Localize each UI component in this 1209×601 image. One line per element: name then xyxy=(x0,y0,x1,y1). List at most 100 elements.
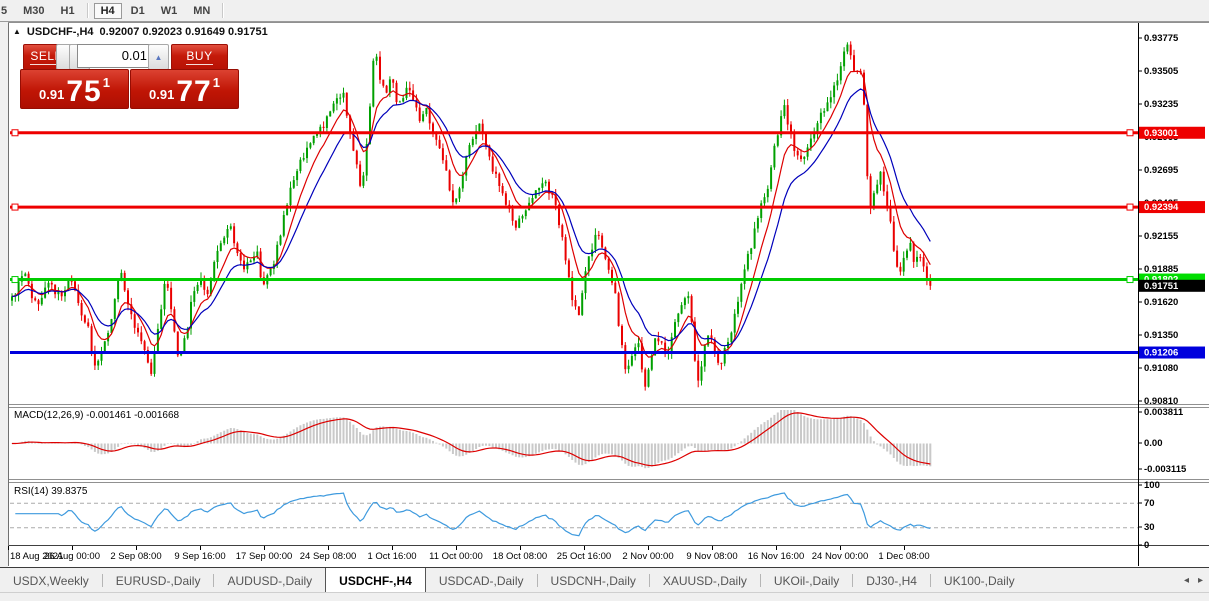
tab-eurusd-daily[interactable]: EURUSD-,Daily xyxy=(115,573,201,588)
time-tick-label: 24 Sep 08:00 xyxy=(300,551,357,562)
price-badge-label: 0.91751 xyxy=(1144,281,1179,292)
tab-scroll-arrows: ◂ ▸ xyxy=(1184,568,1209,593)
tab-usdcnh-daily[interactable]: USDCNH-,Daily xyxy=(550,573,636,588)
price-tick-label: 0.91080 xyxy=(1144,363,1178,374)
macd-histogram xyxy=(11,410,932,469)
time-tick-label: 2 Sep 08:00 xyxy=(110,551,161,562)
timeframe-button-w1[interactable]: W1 xyxy=(160,4,178,17)
tab-scroll-right-icon[interactable]: ▸ xyxy=(1197,575,1203,586)
price-badge-label: 0.91206 xyxy=(1144,348,1178,359)
time-tick-label: 25 Oct 16:00 xyxy=(557,551,611,562)
sell-price-sup: 1 xyxy=(102,75,110,90)
rsi-tick-label: 100 xyxy=(1144,480,1160,491)
main-chart-canvas[interactable]: 0.937750.935050.932350.929650.926950.924… xyxy=(8,22,1209,567)
level-line-handle[interactable] xyxy=(11,129,19,137)
time-tick-label: 9 Sep 16:00 xyxy=(174,551,225,562)
tab-separator xyxy=(852,574,854,587)
collapse-triangle-icon[interactable]: ▲ xyxy=(13,26,21,36)
rsi-tick-label: 30 xyxy=(1144,522,1155,533)
price-badge-label: 0.93001 xyxy=(1144,128,1179,139)
price-tick-label: 0.93235 xyxy=(1144,99,1179,110)
price-tick-label: 0.92155 xyxy=(1144,231,1179,242)
statusbar-filler xyxy=(0,592,1209,601)
level-line-handle[interactable] xyxy=(1126,129,1134,137)
timeframe-button-5[interactable]: 5 xyxy=(1,4,8,17)
volume-input[interactable]: 0.01 xyxy=(77,44,152,68)
price-tick-label: 0.93505 xyxy=(1144,66,1179,77)
price-badge-label: 0.92394 xyxy=(1144,202,1179,213)
level-line-handle[interactable] xyxy=(11,276,19,284)
tab-separator xyxy=(101,574,103,587)
price-badge xyxy=(1139,126,1205,139)
timeframe-button-h4[interactable]: H4 xyxy=(93,2,122,19)
tab-uk100-daily[interactable]: UK100-,Daily xyxy=(943,573,1015,588)
level-line-handle[interactable] xyxy=(1126,203,1134,211)
time-tick-label: 17 Sep 00:00 xyxy=(236,551,293,562)
timeframe-button-h1[interactable]: H1 xyxy=(60,4,75,17)
tab-audusd-daily[interactable]: AUDUSD-,Daily xyxy=(227,573,313,588)
tab-separator xyxy=(929,574,931,587)
time-tick-label: 26 Aug 00:00 xyxy=(44,551,100,562)
sell-price-small: 0.91 xyxy=(39,87,65,102)
tab-scroll-left-icon[interactable]: ◂ xyxy=(1183,575,1189,586)
candlestick-series xyxy=(11,41,932,391)
buy-button[interactable]: BUY xyxy=(171,44,228,70)
time-tick-label: 9 Nov 08:00 xyxy=(686,551,737,562)
tab-dj30-h4[interactable]: DJ30-,H4 xyxy=(866,573,917,588)
timeframe-toolbar: 5 M30 H1 H4 D1 W1 MN xyxy=(0,0,1209,22)
buy-price-box[interactable]: 0.91 77 1 xyxy=(130,69,239,109)
price-tick-label: 0.91885 xyxy=(1144,264,1179,275)
macd-tick-label: 0.00 xyxy=(1144,438,1163,449)
time-tick-label: 16 Nov 16:00 xyxy=(748,551,805,562)
level-line-handle[interactable] xyxy=(1126,276,1134,284)
ma-slow-line xyxy=(11,88,931,347)
price-tick-label: 0.90810 xyxy=(1144,396,1178,407)
time-tick-label: 2 Nov 00:00 xyxy=(622,551,673,562)
chart-window: 0.937750.935050.932350.929650.926950.924… xyxy=(8,22,1209,567)
tab-separator xyxy=(213,574,215,587)
macd-signal-line xyxy=(12,412,931,467)
ma-fast-line xyxy=(11,70,931,358)
macd-tick-label: -0.003115 xyxy=(1144,464,1187,475)
time-tick-label: 1 Dec 08:00 xyxy=(878,551,929,562)
tab-ukoil-daily[interactable]: UKOil-,Daily xyxy=(773,573,840,588)
rsi-tick-label: 0 xyxy=(1144,540,1149,551)
timeframe-button-m30[interactable]: M30 xyxy=(23,4,45,17)
tab-separator xyxy=(536,574,538,587)
chart-ohlc-values: 0.92007 0.92023 0.91649 0.91751 xyxy=(99,26,268,38)
price-badge xyxy=(1139,279,1205,292)
one-click-trading-widget: SELL ▼ 0.01 ▲ BUY 0.91 75 1 0.91 77 1 xyxy=(12,44,239,109)
timeframe-button-mn[interactable]: MN xyxy=(193,4,211,17)
volume-increase-button[interactable]: ▲ xyxy=(148,44,169,70)
price-tick-label: 0.91350 xyxy=(1144,330,1178,341)
price-badge xyxy=(1139,201,1205,214)
macd-label: MACD(12,26,9) -0.001461 -0.001668 xyxy=(14,410,180,421)
time-tick-label: 11 Oct 00:00 xyxy=(429,551,483,562)
rsi-tick-label: 70 xyxy=(1144,498,1155,509)
sell-price-big: 75 xyxy=(66,75,102,108)
tab-separator xyxy=(759,574,761,587)
price-tick-label: 0.92695 xyxy=(1144,165,1179,176)
price-badge xyxy=(1139,346,1205,359)
buy-price-big: 77 xyxy=(176,75,212,108)
time-tick-label: 18 Aug 2021 xyxy=(10,551,63,562)
level-line-handle[interactable] xyxy=(11,203,19,211)
tab-usdcad-daily[interactable]: USDCAD-,Daily xyxy=(438,573,524,588)
time-tick-label: 1 Oct 16:00 xyxy=(367,551,416,562)
rsi-label: RSI(14) 39.8375 xyxy=(14,486,88,497)
toolbar-separator xyxy=(86,3,89,18)
macd-tick-label: 0.003811 xyxy=(1144,407,1184,418)
time-tick-label: 18 Oct 08:00 xyxy=(493,551,547,562)
timeframe-button-d1[interactable]: D1 xyxy=(130,4,145,17)
instrument-tabbar: USDX,Weekly EURUSD-,Daily AUDUSD-,Daily USD… xyxy=(0,567,1209,593)
sell-price-box[interactable]: 0.91 75 1 xyxy=(20,69,129,109)
time-tick-label: 24 Nov 00:00 xyxy=(812,551,869,562)
tab-xauusd-daily[interactable]: XAUUSD-,Daily xyxy=(662,573,747,588)
chart-title: ▲ USDCHF-,H4 0.92007 0.92023 0.91649 0.9… xyxy=(13,26,268,38)
toolbar-separator xyxy=(222,3,225,18)
tab-usdx-weekly[interactable]: USDX,Weekly xyxy=(13,573,89,588)
tab-separator xyxy=(648,574,650,587)
tab-usdchf-h4[interactable]: USDCHF-,H4 xyxy=(325,568,426,593)
chart-symbol-label: USDCHF-,H4 xyxy=(26,26,94,38)
